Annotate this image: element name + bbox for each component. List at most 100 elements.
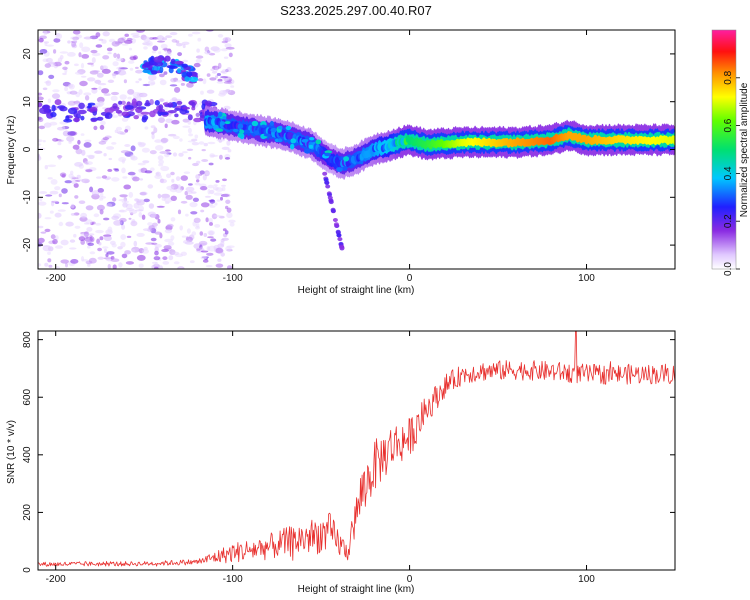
spectral-noise-blob xyxy=(156,35,165,41)
spectral-noise-blob xyxy=(221,186,226,192)
spectrogram-y-tick-label: 10 xyxy=(22,96,33,108)
spectral-upper-blob xyxy=(142,69,151,74)
spectral-spot xyxy=(270,128,278,133)
spectral-noise-blob xyxy=(123,184,131,190)
spectral-noise-blob xyxy=(106,146,115,150)
spectral-tail-blob xyxy=(327,195,333,200)
spectral-band-blob xyxy=(80,115,85,121)
spectral-noise-blob xyxy=(209,77,217,81)
spectral-noise-blob xyxy=(50,234,56,240)
snr-plot-area xyxy=(38,331,675,570)
spectral-tail-blob xyxy=(327,192,333,197)
spectral-noise-blob xyxy=(165,35,173,38)
spectral-noise-blob xyxy=(222,77,230,82)
spectral-noise-blob xyxy=(203,233,208,237)
spectral-noise-blob xyxy=(163,245,172,250)
spectral-noise-blob xyxy=(83,142,92,148)
spectral-noise-blob xyxy=(38,112,41,116)
spectral-noise-blob xyxy=(141,214,146,220)
spectral-noise-blob xyxy=(154,250,159,256)
spectral-noise-blob xyxy=(154,243,162,248)
spectral-noise-blob xyxy=(160,43,168,49)
spectral-noise-blob xyxy=(189,202,198,208)
spectral-noise-blob xyxy=(224,157,231,160)
spectral-band-blob xyxy=(158,104,164,111)
spectral-noise-blob xyxy=(96,96,105,103)
spectral-noise-blob xyxy=(78,89,83,95)
spectral-noise-blob xyxy=(62,66,68,71)
spectral-noise-blob xyxy=(182,151,188,154)
spectral-noise-blob xyxy=(80,212,87,219)
spectral-spot xyxy=(324,152,331,157)
spectral-noise-blob xyxy=(171,178,175,183)
spectral-noise-blob xyxy=(96,176,102,179)
spectral-noise-blob xyxy=(202,259,209,263)
spectral-noise-blob xyxy=(55,33,63,40)
snr-x-label: Height of straight line (km) xyxy=(298,584,415,595)
spectral-upper-blob xyxy=(184,76,190,82)
spectral-noise-blob xyxy=(214,224,221,228)
spectral-noise-blob xyxy=(121,100,126,106)
spectral-noise-blob xyxy=(217,34,224,38)
spectral-noise-blob xyxy=(122,203,129,206)
spectral-band-blob xyxy=(50,111,57,118)
spectral-noise-blob xyxy=(49,210,54,214)
spectral-noise-blob xyxy=(57,209,66,212)
spectral-noise-blob xyxy=(179,138,183,142)
spectral-upper-blob xyxy=(142,63,151,68)
spectral-noise-blob xyxy=(165,149,171,152)
spectral-noise-blob xyxy=(144,170,153,174)
spectral-noise-blob xyxy=(89,251,96,255)
spectral-tail-blob xyxy=(324,180,330,185)
spectral-noise-blob xyxy=(119,194,128,198)
spectral-noise-blob xyxy=(119,67,128,70)
spectral-noise-blob xyxy=(160,165,170,172)
snr-x-ticks: -200 -100 0 100 xyxy=(46,331,595,585)
spectral-noise-blob xyxy=(191,231,197,236)
spectral-noise-blob xyxy=(182,118,190,123)
spectral-tail-blob xyxy=(336,233,342,238)
spectral-noise-blob xyxy=(196,48,200,53)
spectral-noise-blob xyxy=(77,139,81,145)
spectral-noise-blob xyxy=(110,95,118,102)
spectral-band-blob xyxy=(112,103,118,109)
spectral-noise-blob xyxy=(212,47,221,53)
spectral-noise-blob xyxy=(47,251,51,255)
spectral-noise-blob xyxy=(139,192,147,196)
spectral-band-blob xyxy=(142,114,149,121)
spectral-noise-blob xyxy=(154,246,159,253)
spectral-noise-blob xyxy=(151,131,155,135)
spectral-noise-blob xyxy=(71,41,77,47)
spectral-noise-blob xyxy=(205,171,210,175)
spectral-noise-blob xyxy=(127,96,132,100)
spectral-spot xyxy=(220,121,225,126)
spectral-noise-blob xyxy=(114,169,120,172)
spectral-noise-blob xyxy=(125,261,134,265)
spectral-noise-blob xyxy=(177,209,182,215)
spectral-band-blob xyxy=(131,98,137,106)
spectral-noise-blob xyxy=(220,252,225,257)
spectral-noise-blob xyxy=(191,31,201,35)
spectral-noise-blob xyxy=(118,66,122,73)
spectral-noise-blob xyxy=(120,234,127,240)
spectral-upper-blob xyxy=(170,58,176,65)
spectral-noise-blob xyxy=(119,217,127,223)
spectral-noise-blob xyxy=(180,200,188,204)
spectral-spot xyxy=(237,123,244,129)
spectral-noise-blob xyxy=(38,125,45,130)
spectral-noise-blob xyxy=(175,43,183,47)
spectral-spot xyxy=(309,137,315,141)
spectral-noise-blob xyxy=(45,80,52,86)
spectral-noise-blob xyxy=(150,214,157,218)
spectral-noise-blob xyxy=(157,193,162,199)
spectral-noise-blob xyxy=(171,251,180,256)
spectral-noise-blob xyxy=(118,157,127,162)
spectral-band-blob xyxy=(158,111,169,116)
spectral-noise-blob xyxy=(178,152,184,157)
spectral-noise-blob xyxy=(139,142,147,147)
spectral-noise-blob xyxy=(144,126,149,130)
spectral-band-blob xyxy=(90,118,98,123)
spectral-noise-blob xyxy=(39,49,48,54)
spectral-spot xyxy=(290,138,297,144)
